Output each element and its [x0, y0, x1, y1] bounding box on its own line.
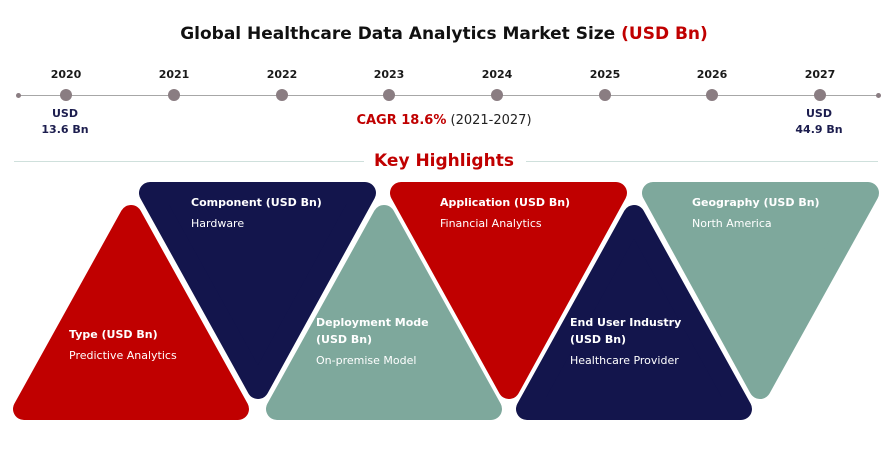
deployment-triangle [266, 205, 502, 420]
timeline-dot [814, 89, 826, 101]
timeline-dot [706, 89, 718, 101]
card-application: Application (USD Bn) Financial Analytics [440, 194, 605, 231]
card-value: Healthcare Provider [570, 354, 679, 367]
card-component: Component (USD Bn) Hardware [191, 194, 351, 231]
year-label: 2025 [589, 68, 621, 81]
start-value: USD 13.6 Bn [30, 106, 100, 138]
card-value: Predictive Analytics [69, 349, 177, 362]
year-label: 2021 [158, 68, 190, 81]
year-label: 2020 [50, 68, 82, 81]
application-triangle [390, 182, 627, 399]
timeline: 2020 2021 2022 2023 2024 2025 2026 2027 … [0, 0, 888, 150]
year-label: 2027 [804, 68, 836, 81]
card-end-user: End User Industry (USD Bn) Healthcare Pr… [570, 314, 700, 368]
start-value-currency: USD [52, 107, 78, 120]
card-value: Hardware [191, 217, 245, 230]
timeline-dot [60, 89, 72, 101]
timeline-dot [168, 89, 180, 101]
card-value: On-premise Model [316, 354, 417, 367]
cagr-label: CAGR 18.6% [356, 113, 447, 128]
title-unit: (USD Bn) [621, 24, 708, 44]
year-label: 2023 [373, 68, 405, 81]
highlights-heading: Key Highlights [374, 151, 514, 171]
card-title: Component (USD Bn) [191, 196, 322, 209]
timeline-end-cap [876, 93, 881, 98]
timeline-start-cap [16, 93, 21, 98]
type-triangle [13, 205, 249, 420]
card-value: Financial Analytics [440, 217, 542, 230]
timeline-dot [383, 89, 395, 101]
component-triangle [139, 182, 376, 399]
timeline-dot [599, 89, 611, 101]
card-type: Type (USD Bn) Predictive Analytics [69, 326, 199, 363]
cagr-text: CAGR 18.6% (2021-2027) [0, 113, 888, 128]
year-label: 2022 [266, 68, 298, 81]
card-deployment: Deployment Mode (USD Bn) On-premise Mode… [316, 314, 446, 368]
card-title: Deployment Mode (USD Bn) [316, 316, 429, 346]
card-geography: Geography (USD Bn) North America [692, 194, 852, 231]
card-title: Type (USD Bn) [69, 328, 158, 341]
highlights-divider-right [526, 161, 878, 162]
card-title: End User Industry (USD Bn) [570, 316, 682, 346]
year-label: 2024 [481, 68, 513, 81]
end-value-amount: 44.9 Bn [795, 123, 843, 136]
card-value: North America [692, 217, 772, 230]
timeline-dot [491, 89, 503, 101]
highlights-divider-left [14, 161, 364, 162]
timeline-dot [276, 89, 288, 101]
cagr-period: (2021-2027) [450, 113, 532, 128]
start-value-amount: 13.6 Bn [41, 123, 89, 136]
end-value: USD 44.9 Bn [784, 106, 854, 138]
card-title: Geography (USD Bn) [692, 196, 820, 209]
end-value-currency: USD [806, 107, 832, 120]
card-title: Application (USD Bn) [440, 196, 571, 209]
title-main: Global Healthcare Data Analytics Market … [180, 24, 616, 44]
chart-title: Global Healthcare Data Analytics Market … [0, 24, 888, 44]
year-label: 2026 [696, 68, 728, 81]
timeline-line [18, 95, 880, 96]
end-user-triangle [516, 205, 752, 420]
geography-triangle [642, 182, 879, 399]
